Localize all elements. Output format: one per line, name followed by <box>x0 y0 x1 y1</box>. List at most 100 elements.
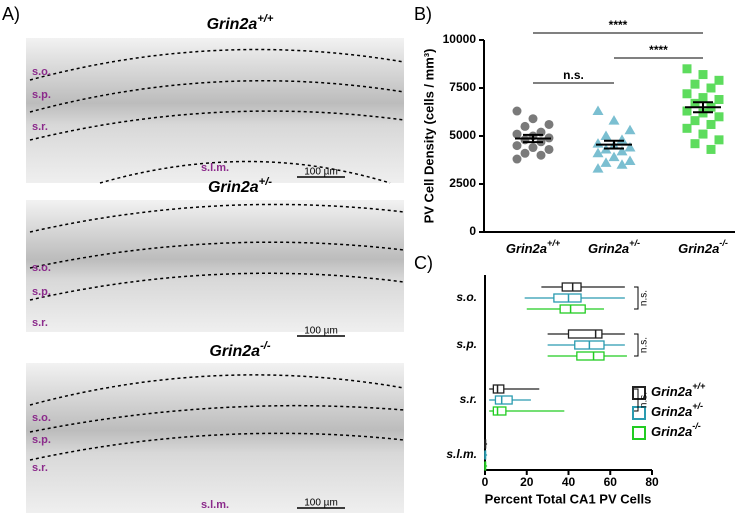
layer-label: s.p. <box>32 89 51 101</box>
panel-label: B) <box>414 4 432 24</box>
data-point <box>690 98 700 108</box>
y-axis-label: PV Cell Density (cells / mm³) <box>421 49 436 224</box>
data-point <box>616 145 628 156</box>
data-point <box>706 144 716 154</box>
significance-label: **** <box>649 43 668 57</box>
data-point <box>714 135 724 145</box>
label-sup: +/+ <box>257 13 274 25</box>
y-tick-label: s.p. <box>456 337 477 351</box>
significance-label: n.s. <box>563 68 584 82</box>
panel-title: Grin2a+/- <box>208 176 272 196</box>
data-point <box>512 106 522 116</box>
data-point <box>536 150 546 160</box>
legend-label: Grin2a-/- <box>651 421 701 439</box>
layer-label: s.l.m. <box>201 499 229 511</box>
data-point <box>592 147 604 158</box>
scale-bar-label: 100 µm <box>304 498 338 509</box>
layer-boundaries <box>29 48 405 461</box>
layer-label: s.p. <box>32 434 51 446</box>
data-point <box>690 139 700 149</box>
x-tick-label: 80 <box>645 475 659 489</box>
x-tick-label: Grin2a+/- <box>588 238 640 256</box>
legend-label: Grin2a+/- <box>651 401 703 419</box>
micrograph <box>26 200 404 332</box>
data-point <box>698 70 708 80</box>
significance-label: n.s. <box>639 290 650 306</box>
label-sup: +/+ <box>547 238 561 248</box>
data-point <box>528 114 538 124</box>
label-sup: +/+ <box>692 381 706 391</box>
box <box>561 282 582 292</box>
data-point <box>512 141 522 151</box>
label-sup: +/- <box>692 401 703 411</box>
data-point <box>608 115 620 125</box>
label-sup: -/- <box>719 238 728 248</box>
micrograph <box>26 363 404 513</box>
label-sup: -/- <box>692 421 701 431</box>
label-sup: -/- <box>260 340 271 352</box>
x-tick-label: 60 <box>604 475 618 489</box>
label-base: Grin2a <box>651 424 692 439</box>
x-axis-label: Percent Total CA1 PV Cells <box>485 491 652 506</box>
box <box>576 351 605 361</box>
error-bar <box>523 133 543 144</box>
layer-label: s.r. <box>32 462 48 474</box>
box <box>494 395 513 405</box>
data-point <box>544 119 554 129</box>
data-point <box>544 144 554 154</box>
scale-bars <box>297 176 345 509</box>
y-tick-label: s.o. <box>456 290 477 304</box>
panel-title: Grin2a-/- <box>209 340 271 360</box>
y-tick-label: s.r. <box>460 392 477 406</box>
data-point <box>714 95 724 105</box>
legend-swatch <box>632 386 646 400</box>
label-sup: +/- <box>629 238 640 248</box>
data-point <box>600 130 612 140</box>
significance-bracket <box>634 286 639 310</box>
y-tick-label: 2500 <box>449 176 476 190</box>
significance-bracket <box>634 388 639 412</box>
legend-swatch <box>632 406 646 420</box>
data-point <box>682 64 692 74</box>
y-tick-label: 10000 <box>443 32 477 46</box>
layer-label: s.l.m. <box>201 162 229 174</box>
layer-label: s.p. <box>32 286 51 298</box>
scale-bar-label: 100 µm <box>304 326 338 337</box>
box <box>553 293 582 303</box>
data-point <box>690 79 700 89</box>
significance-label: n.s. <box>639 392 650 408</box>
data-point <box>624 124 636 135</box>
data-point <box>690 116 700 126</box>
layer-label: s.r. <box>32 121 48 133</box>
label-base: Grin2a <box>588 241 629 256</box>
panel-label: A) <box>2 4 20 24</box>
data-point <box>682 123 692 133</box>
data-point <box>682 89 692 99</box>
data-point <box>624 142 636 152</box>
layer-label: s.o. <box>32 66 51 78</box>
data-point <box>682 106 692 116</box>
label-sup: +/- <box>259 176 273 188</box>
significance-label: n.s. <box>639 337 650 353</box>
data-point <box>520 121 530 131</box>
data-point <box>698 93 708 103</box>
box <box>567 329 603 339</box>
error-bar <box>693 101 713 114</box>
significance-bracket <box>634 333 639 357</box>
x-tick-label: 20 <box>520 475 534 489</box>
data-point <box>616 159 628 169</box>
label-base: Grin2a <box>207 16 258 33</box>
micrograph <box>26 38 404 183</box>
x-tick-label: 40 <box>562 475 576 489</box>
data-point <box>608 151 620 162</box>
x-tick-label: Grin2a-/- <box>678 238 728 256</box>
data-point <box>616 134 628 144</box>
data-point <box>624 155 636 165</box>
y-tick-label: 0 <box>469 224 476 238</box>
y-tick-label: 5000 <box>449 128 476 142</box>
label-base: Grin2a <box>208 179 259 196</box>
box <box>492 406 507 416</box>
box <box>559 304 586 314</box>
data-point <box>714 75 724 85</box>
